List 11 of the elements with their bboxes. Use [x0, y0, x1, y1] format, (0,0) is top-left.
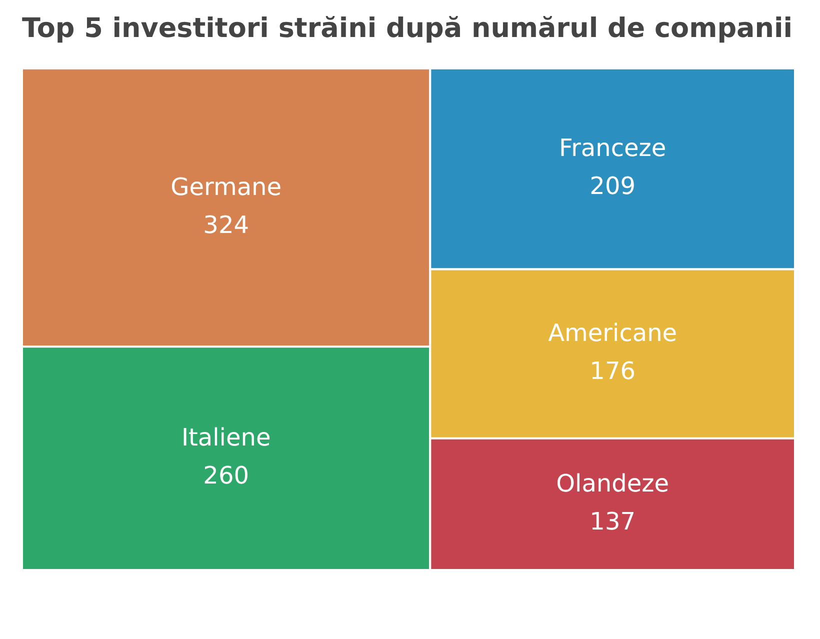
category-label: Americane — [548, 319, 678, 348]
data-label: 324 — [203, 210, 249, 239]
data-label: 176 — [590, 357, 636, 386]
data-label: 260 — [203, 462, 249, 490]
text: Top 5 investitori străini după numărul de companii — [22, 13, 792, 44]
category-label: Franceze — [558, 134, 666, 162]
data-label: 209 — [590, 172, 636, 200]
data-label: 137 — [590, 507, 636, 536]
category-label: Italiene — [181, 424, 271, 452]
category-label: Olandeze — [556, 469, 670, 498]
category-label: Germane — [170, 172, 282, 201]
